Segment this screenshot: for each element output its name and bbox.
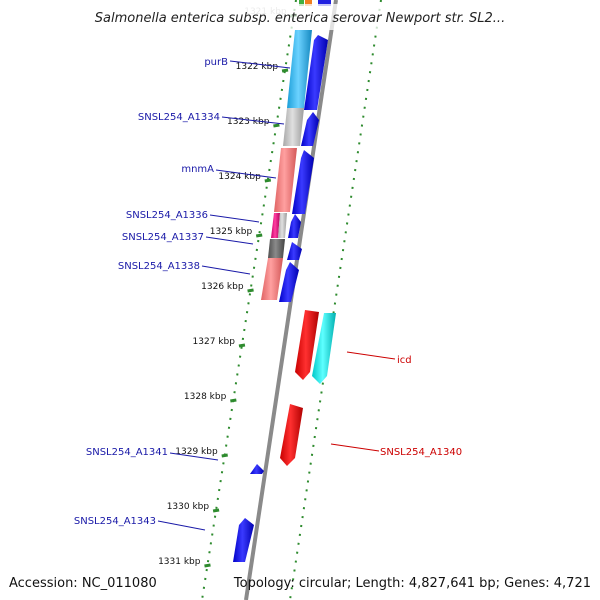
leader-purB [229,60,291,69]
gene-label-A1337[interactable]: SNSL254_A1337 [122,232,204,243]
forward-genes [233,35,328,562]
cog-strip [261,30,312,300]
gene-label-A1341[interactable]: SNSL254_A1341 [86,447,168,458]
kbp-tick-mark [238,343,246,348]
cog-block-pink [271,213,280,238]
kbp-tick-label: 1331 kbp [158,557,201,567]
kbp-tick-mark [221,453,228,458]
gene-fragment-green [299,0,304,6]
kbp-tick-label: 1330 kbp [167,502,210,512]
kbp-tick-label: 1326 kbp [201,282,244,292]
gene-label-A1343[interactable]: SNSL254_A1343 [74,516,156,527]
gene-label-mnmA[interactable]: mnmA [181,164,214,175]
leader-A1341 [169,452,219,461]
kbp-tick-label: 1323 kbp [227,117,270,127]
title-backdrop [60,4,540,30]
leader-A1340 [330,443,380,452]
gene-fragment-orange [305,0,312,6]
cog-block-dark [268,239,285,258]
gene-arrow-red-1[interactable] [295,310,319,380]
gene-label-A1334[interactable]: SNSL254_A1334 [138,112,220,123]
gene-arrow-purB[interactable] [304,35,328,110]
cog-block-salmon [274,148,297,212]
leader-icd [346,351,396,360]
kbp-tick-mark [204,563,211,568]
gene-arrow-A1340[interactable] [280,404,303,466]
kbp-tick-label: 1324 kbp [218,172,261,182]
kbp-tick-label: 1329 kbp [175,447,218,457]
gene-arrow-A1338[interactable] [279,262,299,302]
gene-arrow-mnmA[interactable] [292,150,314,214]
gene-label-A1340[interactable]: SNSL254_A1340 [380,447,462,458]
gene-labels: purB SNSL254_A1334 mnmA SNSL254_A1336 SN… [74,57,462,527]
kbp-tick-mark [281,68,289,73]
kbp-tick-label: 1325 kbp [210,227,253,237]
leader-A1336 [209,214,260,223]
outer-dotted-ring [289,0,382,600]
cog-block-salmon-2 [261,258,283,300]
gene-label-A1336[interactable]: SNSL254_A1336 [126,210,208,221]
topology-label: Topology: circular; Length: 4,827,641 bp… [233,576,591,591]
gene-arrow-A1336[interactable] [288,214,301,238]
leader-A1338 [201,265,251,275]
kbp-tick-label: 1327 kbp [193,337,236,347]
kbp-tick-mark [264,178,272,183]
leader-A1337 [205,236,254,245]
gene-arrow-A1343[interactable] [233,518,254,562]
gene-label-A1338[interactable]: SNSL254_A1338 [118,261,200,272]
kbp-tick-mark [230,398,237,403]
kbp-tick-mark [273,123,280,128]
gene-arrow-A1334[interactable] [301,112,319,146]
kbp-tick-label: 1322 kbp [236,62,279,72]
leader-A1343 [157,520,206,531]
gene-arrow-A1337[interactable] [287,242,302,260]
label-leaders [157,60,396,531]
kbp-tick-mark [212,508,220,513]
top-gene-fragments [299,0,331,6]
gene-fragment-blue [318,0,331,6]
reverse-genes [280,310,336,466]
map-title: Salmonella enterica subsp. enterica sero… [95,11,505,26]
tick-track-dots [201,0,382,600]
kbp-tick-mark [247,288,254,293]
kbp-tick-mark [255,233,263,238]
cog-block-sky [287,30,312,108]
gene-arrow-icd[interactable] [312,313,336,384]
cog-block-grey [283,108,304,146]
gene-label-icd[interactable]: icd [397,355,412,366]
gene-arrow-A1341[interactable] [250,464,264,474]
accession-label: Accession: NC_011080 [9,576,157,591]
leader-mnmA [215,169,277,179]
kbp-tick-label: 1328 kbp [184,392,227,402]
leader-A1334 [221,116,285,125]
gene-label-purB[interactable]: purB [204,57,228,68]
cog-block-lightgrey [278,213,287,238]
